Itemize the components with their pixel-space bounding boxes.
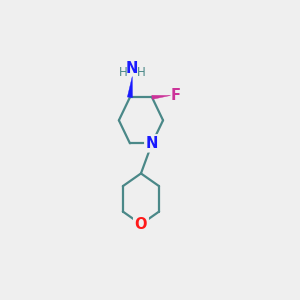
Text: O: O: [135, 217, 147, 232]
Text: F: F: [171, 88, 181, 103]
Text: N: N: [146, 136, 158, 151]
Text: N: N: [126, 61, 138, 76]
Text: H: H: [119, 66, 128, 79]
Polygon shape: [128, 76, 133, 98]
Text: H: H: [137, 66, 146, 79]
Polygon shape: [152, 95, 171, 99]
